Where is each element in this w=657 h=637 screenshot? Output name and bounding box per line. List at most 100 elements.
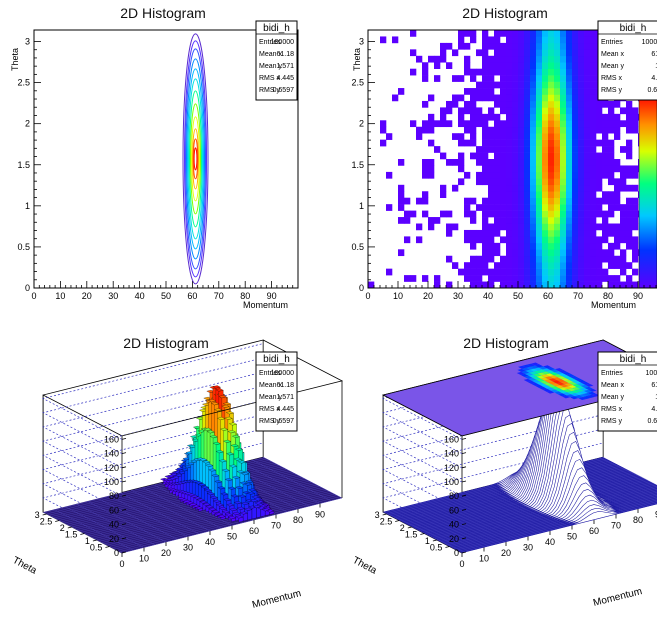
heatmap-cell: [506, 81, 513, 89]
top-color-cell: [535, 381, 544, 385]
heatmap-cell: [440, 152, 447, 160]
heatmap-cell: [482, 229, 489, 237]
heatmap-cell: [590, 229, 597, 237]
grid-line: [42, 357, 264, 454]
heatmap-cell: [506, 281, 513, 288]
top-color-cell: [543, 382, 552, 386]
z-tick-label: 100: [104, 477, 119, 487]
stats-value: 0.659: [647, 418, 657, 425]
top-color-cell: [542, 368, 551, 372]
heatmap-cell: [488, 107, 495, 115]
top-color-cell: [566, 373, 575, 377]
heatmap-cell: [422, 100, 429, 108]
heatmap-cell: [536, 81, 543, 89]
heatmap-cell: [590, 107, 597, 115]
heatmap-cell: [566, 126, 573, 134]
heatmap-cell: [476, 107, 483, 115]
heatmap-cell: [578, 55, 585, 63]
heatmap-cell: [536, 204, 543, 211]
heatmap-cell: [590, 68, 597, 76]
title: 2D Histogram: [462, 5, 548, 21]
top-color-cell: [585, 383, 594, 387]
lego-bar-top: [211, 474, 220, 477]
x-tick-label: 10: [139, 554, 149, 564]
heatmap-cell: [518, 236, 525, 244]
heatmap-cell: [590, 197, 597, 205]
heatmap-cell: [518, 229, 525, 237]
heatmap-cell: [524, 30, 531, 37]
heatmap-cell: [506, 68, 513, 76]
heatmap-cell: [602, 139, 609, 147]
top-color-cell: [567, 388, 576, 392]
heatmap-cell: [590, 191, 597, 198]
heatmap-cell: [482, 36, 489, 44]
lego-bar-top: [209, 435, 218, 439]
lego-bar-top: [196, 498, 205, 502]
heatmap-cell: [512, 262, 519, 269]
heatmap-cell: [566, 178, 573, 186]
heatmap-cell: [536, 49, 543, 57]
heatmap-cell: [464, 126, 471, 134]
heatmap-cell: [536, 55, 543, 63]
heatmap-cell: [524, 281, 531, 288]
top-color-cell: [518, 365, 527, 369]
stats-label: Mean x: [601, 51, 624, 58]
lego-bar-top: [218, 507, 228, 510]
heatmap-cell: [488, 229, 495, 237]
y-axis-label: Theta: [10, 48, 20, 71]
lego-bar-top: [214, 512, 223, 516]
lego-bar-top: [231, 434, 241, 438]
heatmap-cell: [458, 178, 465, 186]
heatmap-cell: [398, 204, 405, 211]
heatmap-cell: [422, 159, 429, 166]
heatmap-cell: [536, 191, 543, 198]
heatmap-cell: [506, 42, 513, 50]
heatmap-cell: [518, 191, 525, 198]
heatmap-cell: [578, 197, 585, 205]
top-color-cell: [550, 369, 559, 373]
heatmap-cell: [542, 30, 549, 37]
heatmap-cell: [518, 197, 525, 205]
heatmap-cell: [512, 184, 519, 192]
heatmap-cell: [578, 30, 585, 37]
heatmap-cell: [608, 178, 615, 186]
heatmap-cell: [572, 120, 579, 128]
heatmap-cell: [608, 146, 615, 153]
top-color-cell: [549, 375, 558, 379]
heatmap-cell: [428, 159, 435, 166]
heatmap-cell: [590, 62, 597, 69]
heatmap-cell: [620, 249, 627, 257]
heatmap-cell: [482, 159, 489, 166]
heatmap-cell: [494, 178, 501, 186]
heatmap-cell: [518, 204, 525, 211]
heatmap-cell: [632, 249, 639, 257]
heatmap-cell: [440, 107, 447, 115]
heatmap-cell: [494, 217, 501, 224]
heatmap-cell: [614, 113, 621, 121]
lego-bar-top: [230, 494, 239, 498]
top-color-cell: [573, 377, 583, 381]
heatmap-cell: [602, 197, 609, 205]
stats-value: 1.5: [655, 63, 657, 70]
surface-line: [449, 482, 657, 547]
surface-line: [445, 467, 657, 545]
heatmap-cell: [476, 146, 483, 153]
heatmap-cell: [626, 204, 633, 211]
heatmap-cell: [482, 165, 489, 173]
heatmap-cell: [554, 126, 561, 134]
surface-line: [441, 450, 657, 543]
heatmap-cell: [524, 191, 531, 198]
x-axis-label: Momentum: [592, 586, 643, 609]
heatmap-cell: [488, 42, 495, 50]
heatmap-cell: [530, 120, 537, 128]
y-tick-label: 3: [25, 37, 30, 47]
heatmap-cell: [488, 242, 495, 250]
heatmap-cell: [554, 178, 561, 186]
y-tick: [445, 546, 450, 548]
top-color-cell: [566, 391, 576, 395]
heatmap-cell: [560, 178, 567, 186]
heatmap-cell: [440, 55, 447, 63]
x-tick-label: 60: [187, 291, 197, 301]
heatmap-cell: [500, 55, 507, 63]
lego-bar-top: [223, 498, 232, 502]
